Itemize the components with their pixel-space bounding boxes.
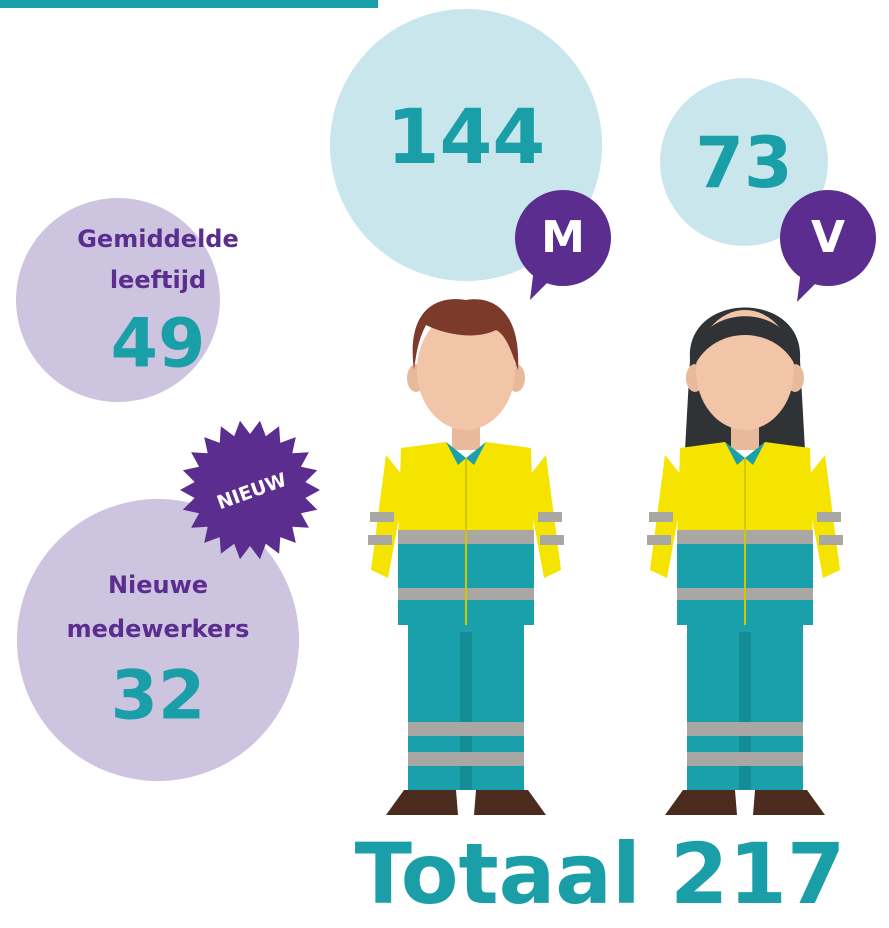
new-label: medewerkers xyxy=(67,615,250,643)
top-bar xyxy=(0,0,378,8)
age-label: leeftijd xyxy=(110,266,206,294)
man-figure xyxy=(368,299,564,815)
age-value: 49 xyxy=(111,305,206,384)
infographic: 144 M 73 V Gemiddelde leeftijd 49 NIEUW … xyxy=(0,0,889,928)
age-label: Gemiddelde xyxy=(77,225,239,253)
men-count: 144 xyxy=(387,92,546,181)
total: Totaal 217 xyxy=(355,825,846,923)
woman-figure xyxy=(647,308,843,816)
new-value: 32 xyxy=(111,657,206,736)
women-label: V xyxy=(811,212,845,263)
men-label: M xyxy=(541,212,585,263)
women-count: 73 xyxy=(695,122,792,204)
new-label: Nieuwe xyxy=(108,571,208,599)
